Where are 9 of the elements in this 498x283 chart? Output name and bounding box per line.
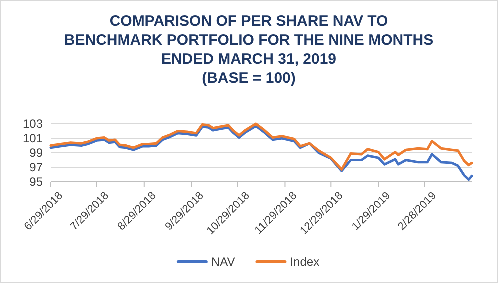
y-tick-label: 103 (22, 116, 44, 131)
legend-label: Index (290, 255, 320, 270)
y-tick-label: 101 (22, 131, 44, 146)
chart-title: COMPARISON OF PER SHARE NAV TO BENCHMARK PORTFOLIO FOR THE NINE MONTHS ENDED MARCH 31, 2019 (BASE = 100) (64, 13, 434, 87)
y-tick-label: 99 (30, 146, 44, 160)
y-tick-label: 97 (30, 160, 44, 174)
line-series (50, 122, 474, 171)
y-tick-label: 95 (30, 174, 44, 189)
legend-label: NAV (211, 255, 236, 270)
